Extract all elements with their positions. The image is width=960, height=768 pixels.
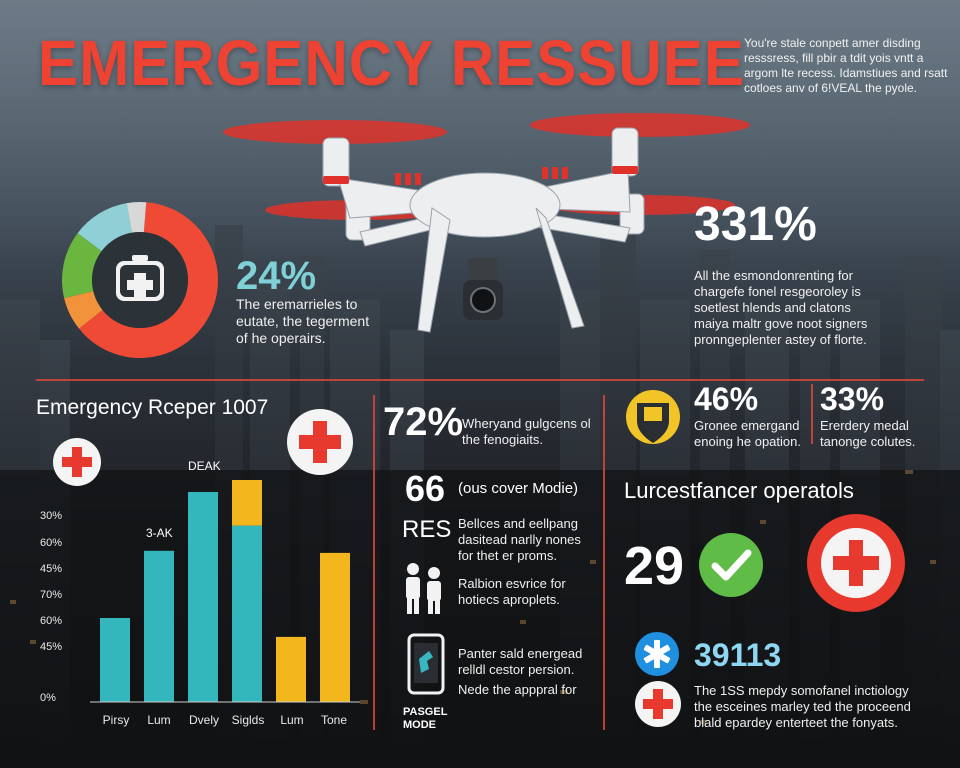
- three-ak-label: 3-AK: [146, 526, 173, 540]
- checkmark-icon: [699, 533, 763, 597]
- x-axis-label: Tone: [320, 713, 348, 727]
- bar-chart: [90, 480, 360, 703]
- y-axis-label: 70%: [40, 589, 63, 601]
- right-top-description: All the esmondonrenting for chargefe fon…: [694, 268, 868, 347]
- right-stat2-text: Ererdery medal tanonge colutes.: [820, 418, 916, 449]
- divider-horizontal: [36, 379, 924, 381]
- y-axis-label: 0%: [40, 692, 56, 704]
- number-value: 39113: [694, 637, 782, 673]
- mode-label: PASGEL MODE: [403, 706, 448, 731]
- people-text: Ralbion esvrice for hotiecs aproplets.: [458, 576, 566, 607]
- bottom-text: The 1SS mepdy somofanel inctiology the e…: [694, 683, 911, 730]
- bar: [144, 550, 174, 702]
- phone-text-2: Nede the apppral for: [458, 682, 577, 697]
- medical-cross-icon: [635, 681, 681, 727]
- medical-cross-icon: [807, 514, 905, 612]
- bar: [232, 525, 262, 702]
- right-heading: Lurcestfancer operatols: [624, 478, 854, 503]
- left-panel-title: Emergency Rceper 1007: [36, 396, 269, 419]
- count-value: 29: [624, 536, 685, 596]
- donut-segment: [64, 291, 103, 329]
- x-axis-label: Lum: [147, 713, 171, 727]
- donut-segment: [79, 202, 218, 358]
- right-top-value: 331%: [694, 198, 817, 251]
- phone-icon: [407, 633, 445, 695]
- divider-vertical-1: [373, 395, 375, 730]
- medical-kit-icon: [116, 255, 164, 301]
- right-stat1-value: 46%: [694, 381, 759, 417]
- people-icon: [406, 563, 441, 614]
- y-axis-label: 60%: [40, 537, 63, 549]
- x-axis-label: Pirsy: [102, 713, 130, 727]
- medical-cross-icon: [53, 438, 101, 486]
- drone-camera: [463, 258, 503, 320]
- x-axis-label: Dvely: [188, 713, 219, 727]
- divider-vertical-3: [811, 384, 813, 444]
- donut-description: The eremarrieles to eutate, the tegermen…: [236, 296, 370, 346]
- donut-value: 24%: [236, 254, 317, 298]
- y-axis-label: 30%: [40, 510, 63, 522]
- y-axis-label: 45%: [40, 641, 63, 653]
- res-text: Bellces and eellpang dasitead narlly non…: [458, 516, 581, 563]
- bar: [320, 552, 350, 702]
- bar: [232, 480, 262, 526]
- x-axis-label: Siglds: [231, 713, 265, 727]
- donut-segment: [77, 203, 132, 252]
- page-title: EMERGENCY RESSUEE: [38, 27, 745, 99]
- right-stat2-value: 33%: [820, 381, 885, 417]
- middle-stat2-value: 66: [405, 468, 446, 509]
- right-stat1-text: Gronee emergand enoing he opation.: [694, 418, 801, 449]
- res-label: RES: [402, 516, 452, 543]
- x-axis-labels: Pirsy Lum Dvely Siglds Lum Tone: [86, 713, 366, 733]
- bar: [276, 636, 306, 702]
- peak-label: DEAK: [188, 459, 221, 473]
- divider-vertical-2: [603, 395, 605, 730]
- shield-icon: [626, 390, 680, 444]
- middle-stat1-value: 72%: [383, 400, 464, 444]
- donut-segment: [126, 202, 147, 233]
- middle-stat1-text: Wheryand gulgcens ol the fenogiaits.: [462, 416, 591, 447]
- x-axis-label: Lum: [280, 713, 304, 727]
- intro-text: You're stale conpett amer disding resssr…: [744, 36, 948, 95]
- medical-cross-icon: [287, 409, 353, 475]
- bar: [100, 618, 130, 702]
- middle-stat2-label: (ous cover Modie): [458, 480, 579, 497]
- bar: [188, 492, 218, 702]
- donut-segment: [62, 233, 102, 299]
- y-axis-label: 60%: [40, 615, 63, 627]
- star-of-life-icon: [635, 632, 679, 676]
- y-axis-label: 45%: [40, 563, 63, 575]
- drone-illustration: [223, 113, 750, 333]
- phone-text: Panter sald energead relldl cestor persi…: [458, 646, 583, 677]
